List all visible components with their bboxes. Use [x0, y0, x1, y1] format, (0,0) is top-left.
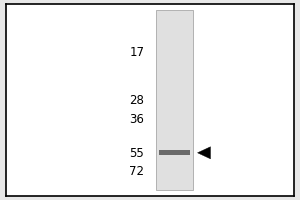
- Bar: [159, 150, 190, 155]
- Text: 17: 17: [129, 46, 144, 58]
- Polygon shape: [197, 147, 211, 159]
- Text: 72: 72: [129, 165, 144, 178]
- Bar: [156, 10, 193, 190]
- Text: 28: 28: [129, 94, 144, 106]
- Text: 36: 36: [129, 113, 144, 126]
- Text: 55: 55: [130, 147, 144, 160]
